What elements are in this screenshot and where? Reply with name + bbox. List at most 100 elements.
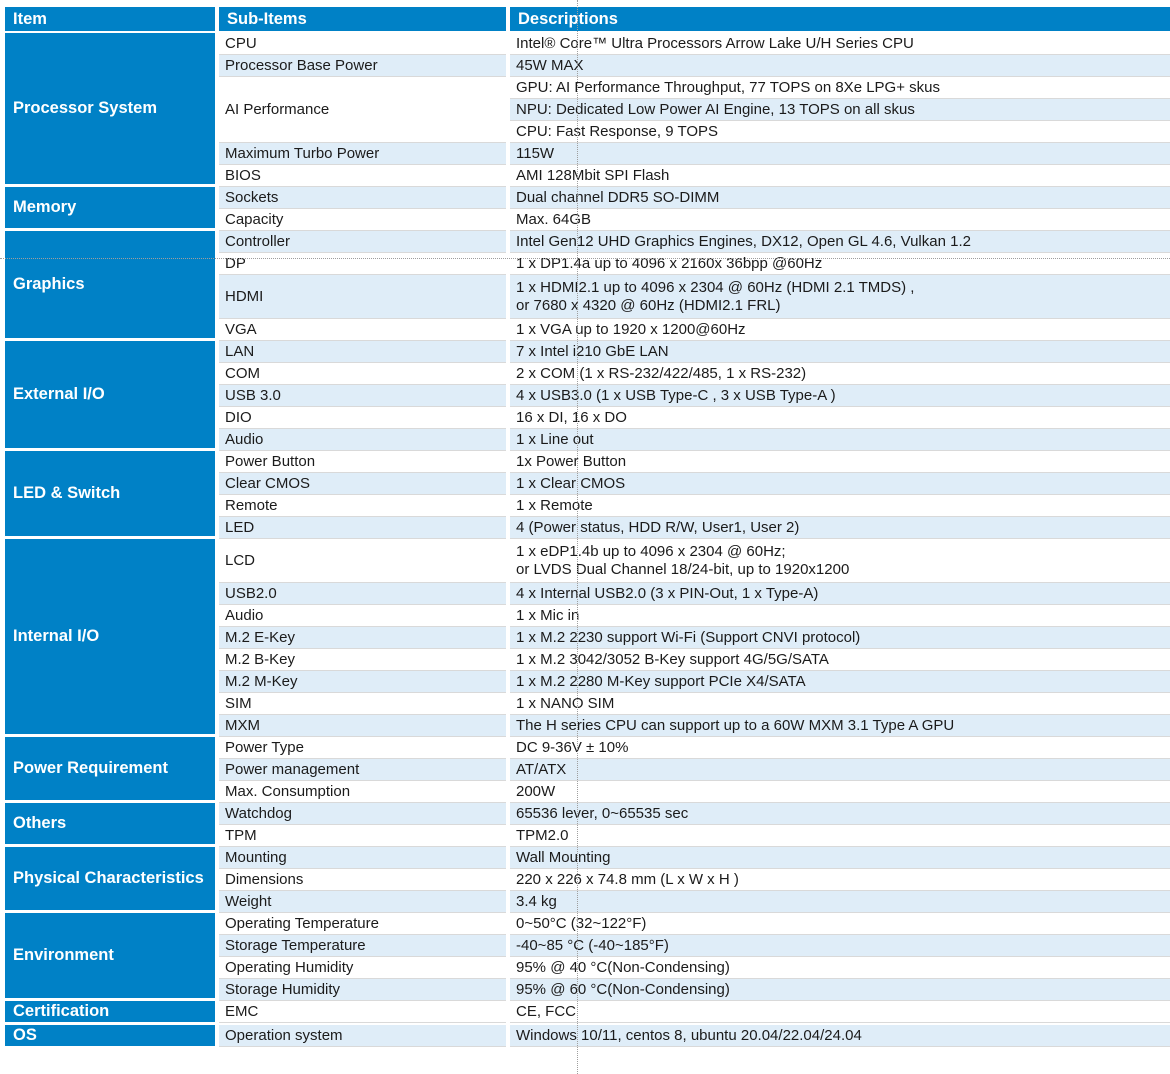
subitem-cell: SIM <box>219 693 506 715</box>
spec-table-body: Processor System CPU Intel® Core™ Ultra Pr… <box>5 33 1170 1049</box>
item-cell: Processor System <box>5 33 215 184</box>
subitem-cell: Operation system <box>219 1025 506 1047</box>
subitem-cell: Storage Humidity <box>219 979 506 1001</box>
subitem-cell: CPU <box>219 33 506 55</box>
description-cell: 1 x NANO SIM <box>510 693 1170 715</box>
description-stack: Windows 10/11, centos 8, ubuntu 20.04/22… <box>510 1025 1170 1047</box>
spec-section: Graphics Controller Intel Gen12 UHD Graphi… <box>5 231 1170 341</box>
description-stack: CE, FCC <box>510 1001 1170 1023</box>
subitem-cell: Power Button <box>219 451 506 473</box>
description-stack: 1 x Clear CMOS <box>510 473 1170 495</box>
item-cell: OS <box>5 1025 215 1046</box>
subitem-cell: Controller <box>219 231 506 253</box>
description-cell: AMI 128Mbit SPI Flash <box>510 165 1170 187</box>
table-row: Power management AT/ATX <box>219 759 1170 781</box>
subitem-cell: Maximum Turbo Power <box>219 143 506 165</box>
table-row: Operating Temperature 0~50°C (32~122°F) <box>219 913 1170 935</box>
subitem-cell: Sockets <box>219 187 506 209</box>
description-stack: AMI 128Mbit SPI Flash <box>510 165 1170 187</box>
description-stack: TPM2.0 <box>510 825 1170 847</box>
table-row: SIM 1 x NANO SIM <box>219 693 1170 715</box>
section-rows: Operating Temperature 0~50°C (32~122°F) St… <box>219 913 1170 1001</box>
description-cell: 1x Power Button <box>510 451 1170 473</box>
table-row: VGA 1 x VGA up to 1920 x 1200@60Hz <box>219 319 1170 341</box>
description-stack: 95% @ 40 °C(Non-Condensing) <box>510 957 1170 979</box>
description-cell: GPU: AI Performance Throughput, 77 TOPS … <box>510 77 1170 99</box>
subitem-cell: Clear CMOS <box>219 473 506 495</box>
header-cell-descriptions: Descriptions <box>510 7 1170 31</box>
spec-section: Power Requirement Power Type DC 9-36V ± 10… <box>5 737 1170 803</box>
spec-section: External I/O LAN 7 x Intel i210 GbE LAN COM… <box>5 341 1170 451</box>
spec-section: Certification EMC CE, FCC <box>5 1001 1170 1025</box>
description-cell: Max. 64GB <box>510 209 1170 231</box>
table-row: DP 1 x DP1.4a up to 4096 x 2160x 36bpp @6… <box>219 253 1170 275</box>
description-cell: 16 x DI, 16 x DO <box>510 407 1170 429</box>
item-cell: Environment <box>5 913 215 998</box>
description-cell: 200W <box>510 781 1170 803</box>
description-cell: 1 x DP1.4a up to 4096 x 2160x 36bpp @60H… <box>510 253 1170 275</box>
description-cell: CE, FCC <box>510 1001 1170 1023</box>
description-stack: 65536 lever, 0~65535 sec <box>510 803 1170 825</box>
description-cell: 1 x Clear CMOS <box>510 473 1170 495</box>
description-cell: Intel Gen12 UHD Graphics Engines, DX12, … <box>510 231 1170 253</box>
description-stack: 1x Power Button <box>510 451 1170 473</box>
table-row: Remote 1 x Remote <box>219 495 1170 517</box>
section-rows: Watchdog 65536 lever, 0~65535 sec TPM TPM2.… <box>219 803 1170 847</box>
description-cell: 0~50°C (32~122°F) <box>510 913 1170 935</box>
description-cell: 1 x M.2 2230 support Wi-Fi (Support CNVI… <box>510 627 1170 649</box>
subitem-cell: Processor Base Power <box>219 55 506 77</box>
subitem-cell: M.2 E-Key <box>219 627 506 649</box>
spec-section: Physical Characteristics Mounting Wall Mou… <box>5 847 1170 913</box>
table-row: LED 4 (Power status, HDD R/W, User1, User… <box>219 517 1170 539</box>
description-cell: 1 x Remote <box>510 495 1170 517</box>
table-row: M.2 M-Key 1 x M.2 2280 M-Key support PCIe… <box>219 671 1170 693</box>
description-stack: 115W <box>510 143 1170 165</box>
item-cell: Internal I/O <box>5 539 215 734</box>
header-cell-sub-items: Sub-Items <box>219 7 506 31</box>
subitem-cell: AI Performance <box>219 77 506 143</box>
section-rows: LAN 7 x Intel i210 GbE LAN COM 2 x COM (1 x… <box>219 341 1170 451</box>
table-row: Max. Consumption 200W <box>219 781 1170 803</box>
description-cell: 95% @ 60 °C(Non-Condensing) <box>510 979 1170 1001</box>
description-stack: DC 9-36V ± 10% <box>510 737 1170 759</box>
description-cell: 4 x USB3.0 (1 x USB Type-C , 3 x USB Typ… <box>510 385 1170 407</box>
description-stack: AT/ATX <box>510 759 1170 781</box>
description-cell: 1 x eDP1.4b up to 4096 x 2304 @ 60Hz; or… <box>510 539 1170 583</box>
description-cell: Windows 10/11, centos 8, ubuntu 20.04/22… <box>510 1025 1170 1047</box>
table-row: Power Type DC 9-36V ± 10% <box>219 737 1170 759</box>
table-row: AI Performance GPU: AI Performance Throug… <box>219 77 1170 143</box>
description-cell: 1 x Line out <box>510 429 1170 451</box>
subitem-cell: BIOS <box>219 165 506 187</box>
item-cell: Certification <box>5 1001 215 1022</box>
description-stack: 1 x DP1.4a up to 4096 x 2160x 36bpp @60H… <box>510 253 1170 275</box>
subitem-cell: Audio <box>219 429 506 451</box>
description-cell: Intel® Core™ Ultra Processors Arrow Lake… <box>510 33 1170 55</box>
section-rows: Power Type DC 9-36V ± 10% Power management… <box>219 737 1170 803</box>
subitem-cell: LCD <box>219 539 506 583</box>
table-row: MXM The H series CPU can support up to a … <box>219 715 1170 737</box>
subitem-cell: MXM <box>219 715 506 737</box>
description-stack: Max. 64GB <box>510 209 1170 231</box>
description-cell: 115W <box>510 143 1170 165</box>
description-cell: AT/ATX <box>510 759 1170 781</box>
item-cell: Graphics <box>5 231 215 338</box>
subitem-cell: LAN <box>219 341 506 363</box>
table-row: Maximum Turbo Power 115W <box>219 143 1170 165</box>
subitem-cell: Dimensions <box>219 869 506 891</box>
description-stack: 4 x USB3.0 (1 x USB Type-C , 3 x USB Typ… <box>510 385 1170 407</box>
table-row: Operation system Windows 10/11, centos 8,… <box>219 1025 1170 1047</box>
item-cell: Others <box>5 803 215 844</box>
subitem-cell: M.2 B-Key <box>219 649 506 671</box>
table-row: Audio 1 x Line out <box>219 429 1170 451</box>
description-cell: DC 9-36V ± 10% <box>510 737 1170 759</box>
description-stack: 1 x Mic in <box>510 605 1170 627</box>
description-stack: The H series CPU can support up to a 60W… <box>510 715 1170 737</box>
table-row: M.2 E-Key 1 x M.2 2230 support Wi-Fi (Sup… <box>219 627 1170 649</box>
section-rows: Sockets Dual channel DDR5 SO-DIMM Capacity… <box>219 187 1170 231</box>
table-row: Storage Temperature -40~85 °C (-40~185°F) <box>219 935 1170 957</box>
section-rows: Operation system Windows 10/11, centos 8,… <box>219 1025 1170 1049</box>
item-cell: Physical Characteristics <box>5 847 215 910</box>
description-cell: 220 x 226 x 74.8 mm (L x W x H ) <box>510 869 1170 891</box>
table-row: DIO 16 x DI, 16 x DO <box>219 407 1170 429</box>
